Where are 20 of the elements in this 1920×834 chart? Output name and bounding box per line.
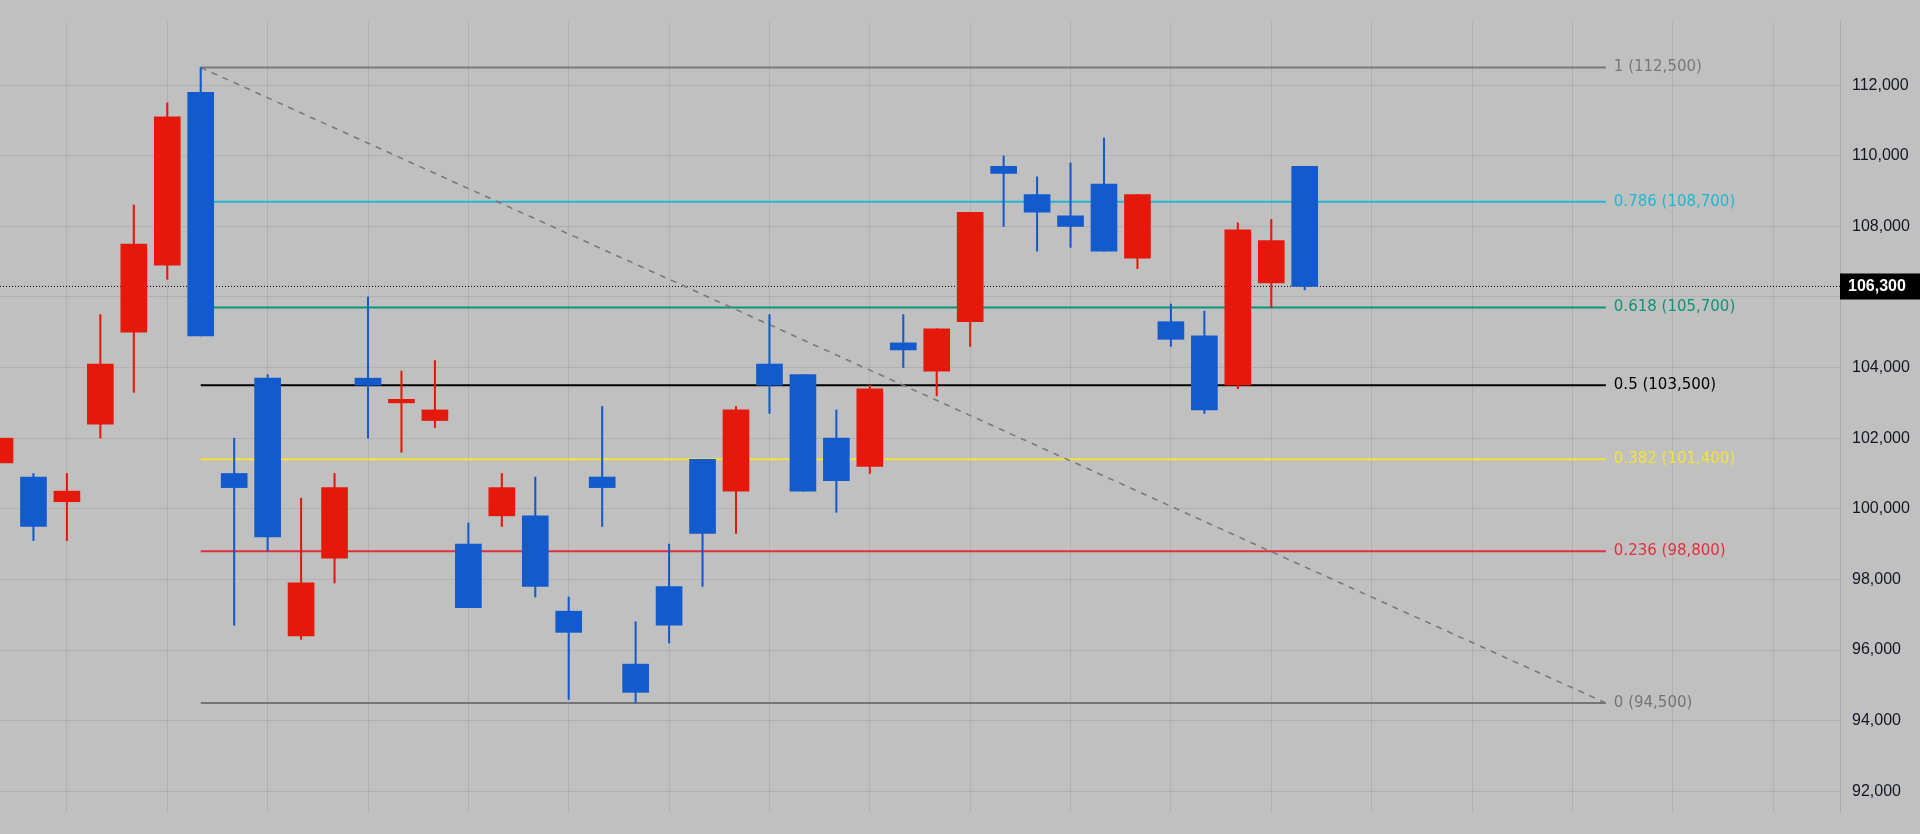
y-tick-label: 102,000	[1852, 428, 1910, 446]
y-tick-label: 108,000	[1852, 216, 1910, 234]
ref-line-label: 0.618 (105,700)	[1613, 297, 1736, 316]
y-tick-label: 112,000	[1852, 75, 1909, 93]
ref-line-label: 1 (112,500)	[1613, 57, 1702, 76]
ref-line-label: 0.5 (103,500)	[1613, 375, 1717, 394]
ref-line-label: 0.786 (108,700)	[1613, 191, 1736, 210]
y-tick-label: 96,000	[1852, 640, 1902, 658]
y-tick-label: 94,000	[1852, 711, 1902, 729]
ref-line-label: 106,300	[1848, 276, 1906, 294]
y-tick-label: 104,000	[1852, 357, 1910, 375]
ref-line-label: 0.382 (101,400)	[1613, 449, 1736, 468]
y-tick-label: 110,000	[1852, 146, 1909, 164]
candlestick	[354, 296, 382, 439]
y-tick-label: 100,000	[1852, 499, 1910, 517]
y-tick-label: 98,000	[1852, 569, 1902, 587]
ref-line-label: 0 (94,500)	[1613, 692, 1693, 711]
ref-line-label: 0.236 (98,800)	[1613, 541, 1726, 560]
candlestick	[388, 370, 415, 453]
y-tick-label: 92,000	[1852, 781, 1902, 799]
